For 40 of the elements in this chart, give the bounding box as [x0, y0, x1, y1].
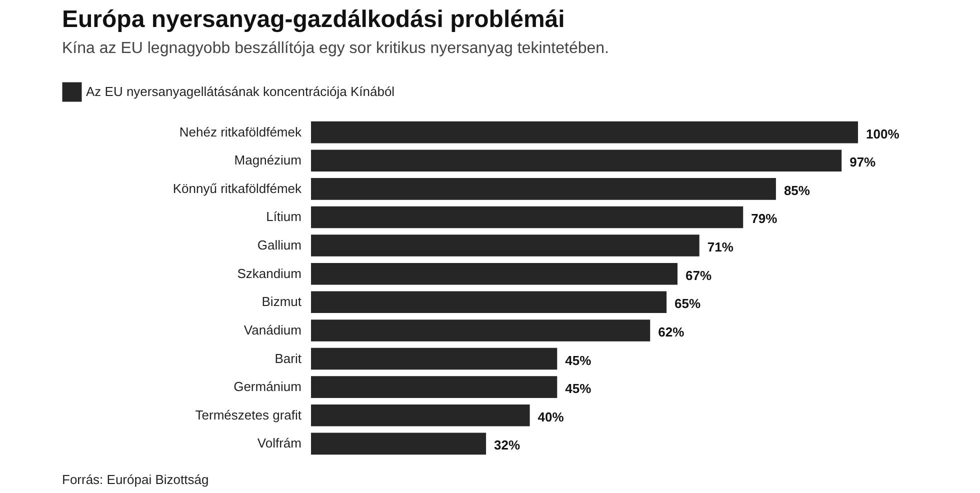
text: Forrás: Európai Bizottság	[62, 472, 209, 487]
data-label: 32%	[494, 438, 520, 453]
data-label: 79%	[751, 211, 778, 226]
y-tick-label: Nehéz ritkaföldfémek	[179, 124, 302, 140]
y-tick-label: Germánium	[234, 379, 302, 394]
y-tick-label: Bizmut	[262, 294, 302, 310]
bar	[311, 121, 858, 144]
bar	[311, 348, 558, 370]
bar	[311, 376, 558, 398]
bar	[311, 206, 744, 228]
y-tick-label: Vanádium	[244, 322, 302, 338]
bar	[311, 404, 530, 426]
y-tick-label: Volfrám	[257, 436, 302, 451]
y-tick-label: Gallium	[257, 238, 302, 253]
data-label: 40%	[538, 409, 564, 424]
bar	[311, 178, 776, 200]
data-label: 62%	[658, 324, 685, 340]
legend-label: Az EU nyersanyagellátásának koncentrációja Kínából	[86, 84, 395, 99]
y-tick-label: Természetes grafit	[195, 407, 302, 422]
bar	[311, 234, 700, 256]
bar	[311, 320, 650, 342]
y-tick-label: Könnyű ritkaföldfémek	[172, 180, 302, 196]
chart-subtitle: Kína az EU legnagyobb beszállítója egy sor kritikus nyersanyag tekintetében.	[62, 40, 609, 57]
bar	[311, 150, 842, 172]
bar	[311, 432, 486, 455]
bar	[311, 291, 667, 314]
data-label: 65%	[674, 296, 702, 312]
y-tick-label: Magnézium	[234, 152, 302, 168]
data-label: 100%	[866, 126, 900, 142]
data-label: 45%	[565, 352, 592, 368]
data-label: 45%	[565, 381, 592, 396]
data-label: 71%	[707, 240, 734, 255]
y-tick-label: Lítium	[266, 209, 302, 224]
data-label: 85%	[784, 182, 810, 198]
y-tick-label: Barit	[274, 350, 302, 366]
bar	[311, 262, 678, 285]
data-label: 67%	[685, 268, 712, 283]
chart-title: Európa nyersanyag-gazdálkodási problémái	[62, 6, 565, 33]
y-tick-label: Szkandium	[237, 266, 302, 281]
data-label: 97%	[850, 154, 876, 170]
